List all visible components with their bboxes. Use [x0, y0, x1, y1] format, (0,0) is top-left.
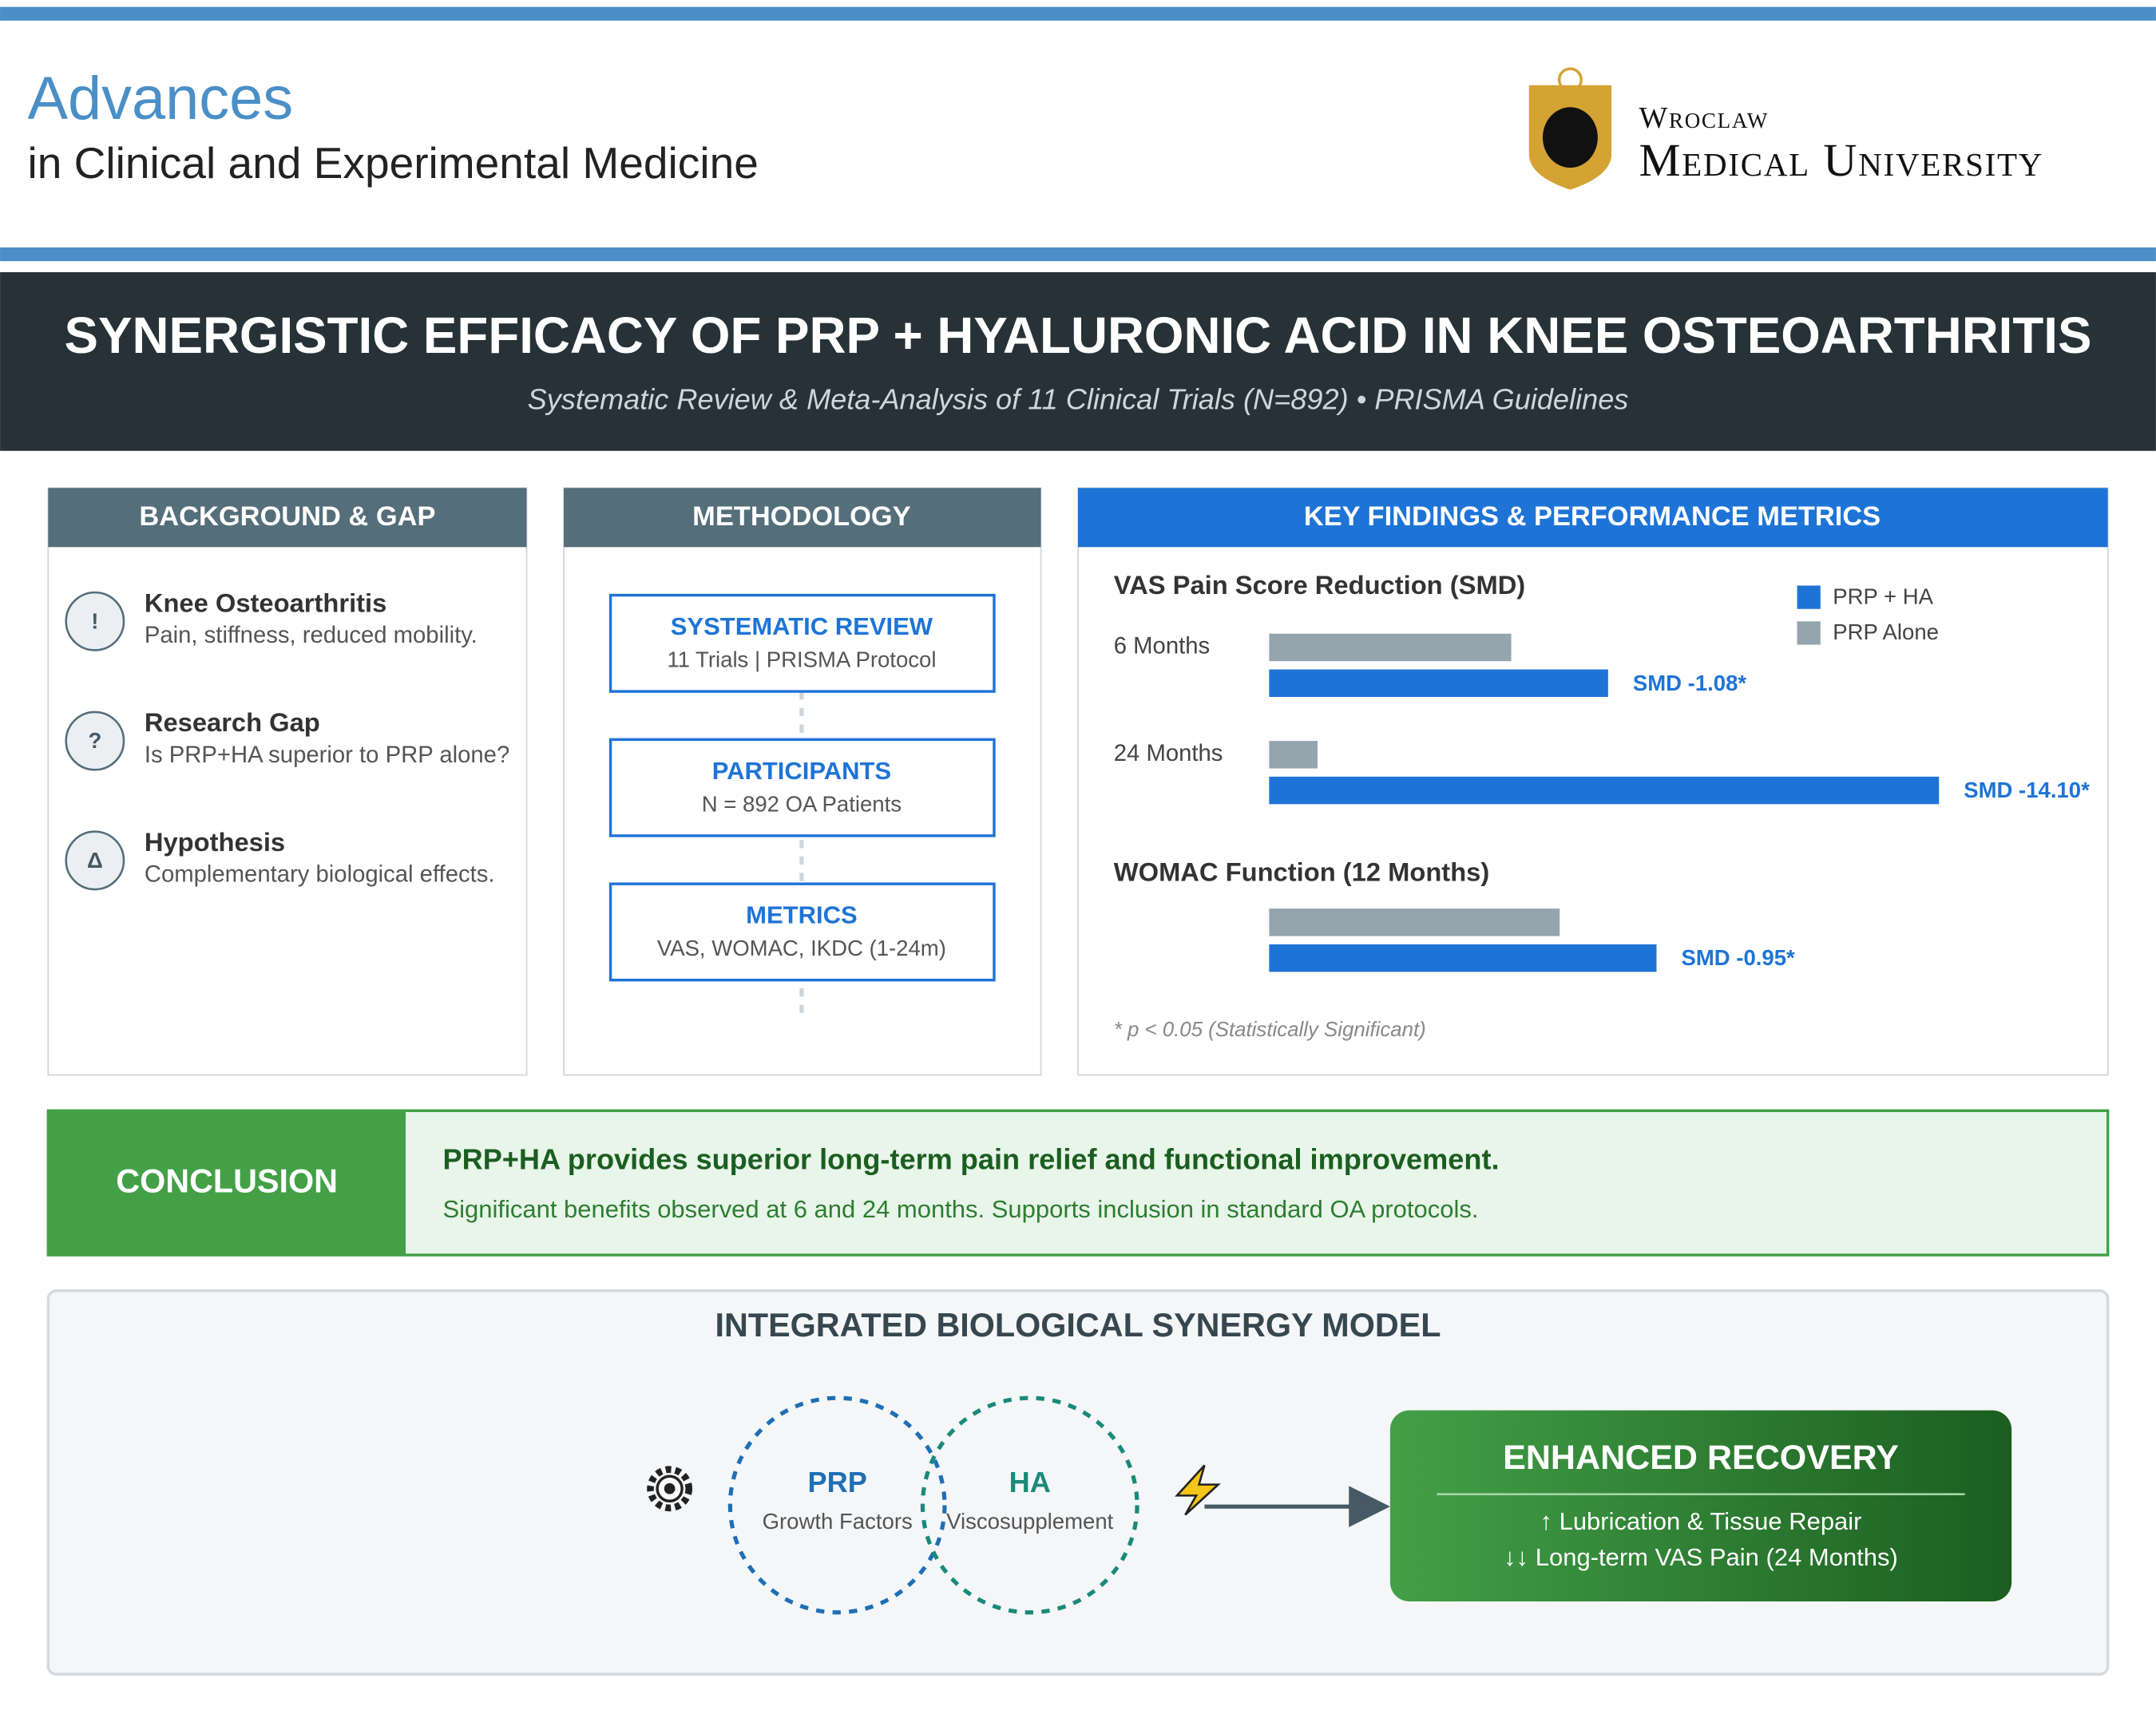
step-title: SYSTEMATIC REVIEW [671, 612, 933, 640]
findings-chart: VAS Pain Score Reduction (SMD) 6 Months SM… [1114, 570, 2090, 1041]
legend-swatch [1797, 585, 1821, 609]
panel-header [48, 488, 527, 548]
background-items: ! Knee Osteoarthritis Pain, stiffness, red… [65, 588, 509, 891]
legend-label: PRP + HA [1833, 584, 1933, 608]
conclusion-headline: PRP+HA provides superior long-term pain … [442, 1143, 1499, 1176]
item-text: Pain, stiffness, reduced mobility. [145, 623, 478, 648]
circle-label: PRP [808, 1466, 867, 1498]
step-title: PARTICIPANTS [712, 757, 891, 785]
outcome-line: ↓↓ Long-term VAS Pain (24 Months) [1504, 1543, 1898, 1571]
bar-annotation: SMD -0.95* [1681, 945, 1795, 970]
legend-swatch [1797, 621, 1821, 645]
step-text: VAS, WOMAC, IKDC (1-24m) [657, 936, 946, 960]
circle-label: HA [1009, 1466, 1051, 1498]
method-steps: SYSTEMATIC REVIEW 11 Trials | PRISMA Prot… [608, 593, 996, 982]
conclusion-label-box [48, 1110, 406, 1256]
banner-title: SYNERGISTIC EFFICACY OF PRP + HYALURONIC… [65, 307, 2092, 364]
legend-label: PRP Alone [1833, 619, 1939, 644]
item-icon-circle [65, 711, 125, 771]
bar [1269, 908, 1560, 936]
step-box [608, 593, 996, 693]
item-title: Research Gap [145, 707, 320, 737]
item-title: Hypothesis [145, 827, 285, 857]
banner [0, 271, 2156, 451]
bar-annotation: SMD -14.10* [1964, 778, 2090, 802]
chart-note: * p < 0.05 (Statistically Significant) [1114, 1019, 1426, 1041]
bar [1269, 776, 1940, 805]
step-text: 11 Trials | PRISMA Protocol [667, 647, 936, 671]
top-band [0, 6, 2156, 21]
panel-heading: KEY FINDINGS & PERFORMANCE METRICS [1304, 501, 1881, 532]
conclusion-text: Significant benefits observed at 6 and 2… [442, 1195, 1478, 1223]
lightning-icon [1175, 1464, 1221, 1516]
chart-title: WOMAC Function (12 Months) [1114, 857, 1490, 887]
university-line1: Wroclaw [1639, 101, 1770, 135]
journal-title: Advances [27, 65, 293, 133]
bar [1269, 669, 1608, 697]
outcome-box [1389, 1410, 2012, 1601]
item-icon: Δ [87, 848, 103, 873]
step-title: METRICS [746, 901, 857, 929]
item-text: Is PRP+HA superior to PRP alone? [145, 742, 509, 768]
header-band [0, 247, 2156, 262]
conclusion-label: CONCLUSION [116, 1162, 338, 1199]
gear-icon [647, 1466, 693, 1512]
circle-text: Viscosupplement [946, 1509, 1114, 1534]
journal-subtitle: in Clinical and Experimental Medicine [27, 138, 758, 188]
bar-annotation: SMD -1.08* [1633, 671, 1747, 695]
panel-header [1078, 488, 2108, 548]
synergy-title: INTEGRATED BIOLOGICAL SYNERGY MODEL [715, 1307, 1441, 1344]
panel-heading: METHODOLOGY [692, 501, 910, 532]
prp-circle [727, 1395, 947, 1615]
item-icon: ! [91, 608, 98, 633]
banner-subtitle: Systematic Review & Meta-Analysis of 11 … [528, 382, 1629, 415]
bar [1269, 741, 1318, 769]
bar [1269, 633, 1512, 662]
category-label: 24 Months [1114, 741, 1223, 766]
step-box [608, 882, 996, 982]
ha-circle [920, 1395, 1139, 1615]
outcome-line: ↑ Lubrication & Tissue Repair [1540, 1507, 1862, 1535]
step-box [608, 738, 996, 837]
step-text: N = 892 OA Patients [702, 791, 902, 816]
item-icon-circle [65, 591, 125, 651]
outcome-title: ENHANCED RECOVERY [1503, 1439, 1899, 1477]
item-icon: ? [88, 728, 101, 753]
university-logo [1528, 67, 1612, 190]
circle-text: Growth Factors [763, 1509, 913, 1534]
item-title: Knee Osteoarthritis [145, 588, 387, 617]
chart-title: VAS Pain Score Reduction (SMD) [1114, 570, 1525, 600]
category-label: 6 Months [1114, 634, 1210, 659]
panel-header [564, 488, 1041, 548]
item-icon-circle [65, 830, 125, 891]
background-panel [47, 487, 528, 1076]
bar [1269, 944, 1657, 972]
item-text: Complementary biological effects. [145, 862, 495, 888]
panel-heading: BACKGROUND & GAP [139, 501, 435, 532]
university-line2: Medical University [1639, 134, 2044, 186]
